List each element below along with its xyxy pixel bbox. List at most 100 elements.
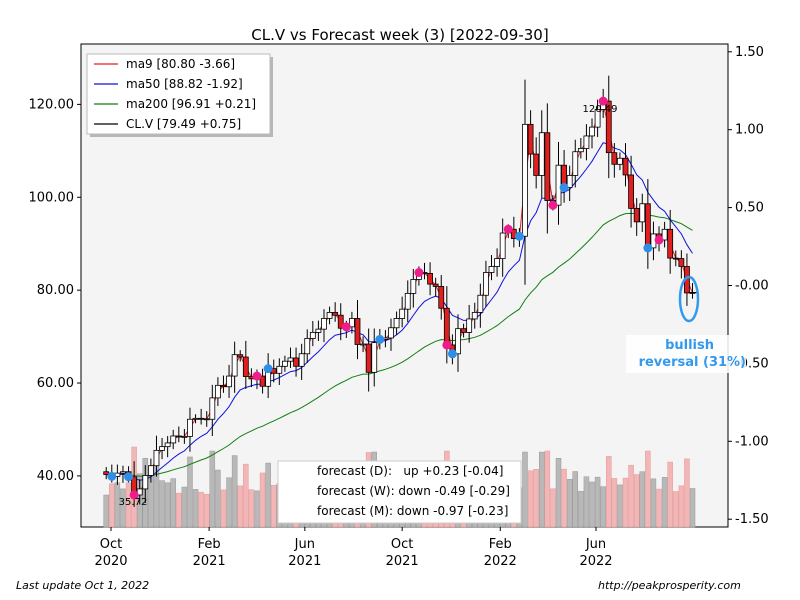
volume-bar (583, 476, 590, 528)
left-axis-tick-label: 100.00 (29, 190, 75, 205)
volume-bar (555, 458, 562, 528)
candle-body (527, 123, 534, 155)
volume-bar (544, 450, 551, 528)
candle-body (170, 435, 177, 444)
volume-bar (661, 477, 668, 528)
legend-ma9: ma9 [80.80 -3.66] (126, 57, 235, 71)
volume-bar (522, 451, 528, 528)
candle-body (672, 257, 679, 260)
candle-body (326, 312, 333, 319)
magenta-signal-marker (503, 224, 513, 234)
candle-body (276, 365, 283, 374)
legend-clv: CL.V [79.49 +0.75] (126, 117, 241, 131)
candle-body (427, 273, 433, 285)
candle-body (678, 258, 685, 267)
candle-body (198, 417, 205, 420)
candle-body (388, 327, 394, 339)
volume-bar (192, 489, 199, 528)
volume-bar (600, 486, 606, 528)
right-axis-tick-label: 1.00 (735, 123, 764, 138)
volume-bar (639, 471, 646, 528)
volume-bar (527, 470, 534, 528)
volume-bar (237, 485, 243, 528)
candle-body (147, 465, 154, 476)
candle-body (622, 157, 629, 176)
volume-bar (243, 463, 249, 528)
candle-body (298, 353, 305, 367)
candle-body (605, 100, 612, 154)
volume-bar (611, 478, 618, 528)
volume-bar (606, 456, 612, 528)
volume-bar (589, 481, 595, 528)
candle-body (304, 338, 311, 355)
volume-bar (622, 477, 629, 528)
signal-markers (107, 96, 664, 500)
volume-bar (120, 488, 126, 528)
volume-bar (533, 469, 539, 528)
ma50-line (111, 142, 693, 481)
axes: 40.00 60.00 80.00 100.00 120.00 1.50 1.00 0.50 -… (29, 45, 769, 569)
source-link[interactable]: http://peakprosperity.com (598, 579, 741, 592)
chart-title: CL.V vs Forecast week (3) [2022-09-30] (251, 26, 548, 44)
candle-body (639, 203, 646, 223)
candle-body (410, 279, 417, 294)
candle-body (293, 357, 299, 367)
candle-body (209, 397, 216, 420)
candle-body (583, 135, 590, 149)
x-axis-tick-label-month: Feb (489, 537, 512, 552)
candle-body (354, 318, 361, 345)
volume-bar (176, 492, 182, 528)
left-axis-tick-label: 40.00 (37, 469, 74, 484)
volume-bar (187, 456, 193, 528)
magenta-signal-marker (598, 96, 608, 106)
candle-body (237, 354, 244, 358)
candle-body (399, 308, 406, 319)
x-axis-tick-label-month: Jun (294, 537, 315, 552)
volume-bar (209, 450, 216, 528)
legend-ma200: ma200 [96.91 +0.21] (126, 97, 256, 111)
volume-bar (203, 493, 210, 528)
candle-body (589, 126, 595, 137)
legend-ma50: ma50 [88.82 -1.92] (126, 77, 243, 91)
volume-bar (103, 494, 109, 528)
x-axis-tick-label-year: 2020 (94, 554, 127, 569)
candle-body (393, 318, 400, 329)
candlesticks (103, 75, 699, 507)
candle-body (577, 148, 584, 153)
magenta-signal-marker (654, 235, 664, 245)
volume-bar (645, 450, 651, 528)
candle-body (499, 232, 506, 259)
candle-body (404, 292, 411, 310)
candle-body (572, 151, 579, 176)
high-label: 120.49 (583, 104, 618, 115)
forecast-weekly: forecast (W): down -0.49 [-0.29] (317, 484, 510, 498)
candle-body (522, 123, 528, 237)
candle-body (617, 157, 623, 165)
candle-body (120, 471, 126, 474)
volume-bar (164, 482, 171, 528)
volume-bar (159, 480, 165, 528)
x-axis-tick-label-year: 2021 (193, 554, 226, 569)
magenta-signal-marker (442, 340, 452, 350)
volume-bar (561, 468, 567, 528)
volume-bar (198, 491, 204, 528)
volume-bar (684, 458, 690, 528)
volume-bar (594, 476, 601, 528)
candle-body (371, 342, 378, 373)
right-axis-tick-label: -1.50 (735, 512, 769, 527)
volume-bar (667, 461, 673, 528)
signal-text-reversal: reversal (31%) (639, 355, 746, 370)
x-axis-tick-label-year: 2021 (386, 554, 419, 569)
candle-body (628, 174, 634, 209)
volume-bar (650, 478, 657, 528)
magenta-signal-marker (341, 322, 351, 332)
candle-body (633, 208, 640, 223)
volume-bar (617, 484, 623, 528)
volume-bar (678, 485, 685, 528)
candle-body (164, 442, 171, 448)
candle-body (360, 343, 366, 346)
forecast-monthly: forecast (M): down -0.97 [-0.23] (317, 504, 508, 518)
volume-bar (181, 486, 188, 528)
right-axis-tick-label: 1.50 (735, 45, 764, 60)
candle-body (259, 375, 266, 387)
